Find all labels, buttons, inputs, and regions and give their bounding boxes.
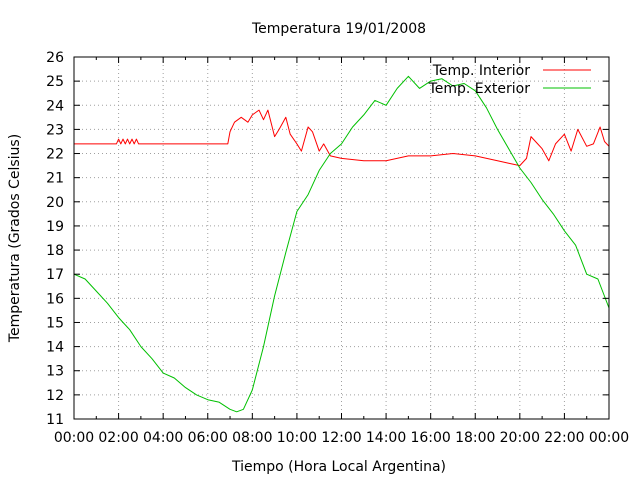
legend-label: Temp. Exterior — [428, 81, 531, 97]
legend-label: Temp. Interior — [432, 63, 531, 79]
y-tick-label: 19 — [46, 219, 64, 235]
y-tick-label: 17 — [46, 267, 64, 283]
legend: Temp. Interior Temp. Exterior — [428, 63, 591, 97]
y-tick-label: 14 — [46, 340, 64, 356]
x-tick-label: 20:00 — [500, 430, 540, 446]
y-tick-label: 24 — [46, 98, 64, 114]
x-tick-label: 12:00 — [321, 430, 361, 446]
x-tick-label: 04:00 — [143, 430, 183, 446]
y-tick-label: 25 — [46, 74, 64, 90]
y-tick-label: 11 — [46, 412, 64, 428]
x-axis-label: Tiempo (Hora Local Argentina) — [231, 459, 446, 475]
y-tick-label: 16 — [46, 291, 64, 307]
grid-lines — [74, 57, 609, 419]
x-tick-label: 02:00 — [98, 430, 138, 446]
x-tick-label: 14:00 — [366, 430, 406, 446]
series-line-exterior — [73, 75, 610, 413]
series-line-interior — [74, 109, 610, 167]
y-tick-label: 26 — [46, 50, 64, 66]
x-tick-label: 18:00 — [455, 430, 495, 446]
y-tick-label: 18 — [46, 243, 64, 259]
axis-ticks — [73, 56, 610, 420]
series-layer — [73, 75, 610, 413]
x-tick-label: 16:00 — [410, 430, 450, 446]
y-axis-label: Temperatura (Grados Celsius) — [7, 134, 23, 343]
x-tick-label: 10:00 — [277, 430, 317, 446]
x-tick-labels: 00:00 02:00 04:00 06:00 08:00 10:00 12:00 14:00… — [54, 430, 629, 446]
x-tick-label: 00:00 — [54, 430, 94, 446]
y-tick-label: 21 — [46, 171, 64, 187]
y-tick-labels: 11 12 13 14 15 16 17 18 19 20 21 22 23 24 25 26 — [46, 50, 64, 428]
y-tick-label: 15 — [46, 315, 64, 331]
x-tick-label: 06:00 — [188, 430, 228, 446]
y-tick-label: 22 — [46, 147, 64, 163]
chart-title: Temperatura 19/01/2008 — [251, 21, 426, 37]
y-tick-label: 20 — [46, 195, 64, 211]
y-tick-label: 13 — [46, 364, 64, 380]
x-tick-label: 08:00 — [232, 430, 272, 446]
x-tick-label: 22:00 — [544, 430, 584, 446]
x-tick-label: 00:00 — [589, 430, 629, 446]
y-tick-label: 23 — [46, 122, 64, 138]
y-tick-label: 12 — [46, 388, 64, 404]
